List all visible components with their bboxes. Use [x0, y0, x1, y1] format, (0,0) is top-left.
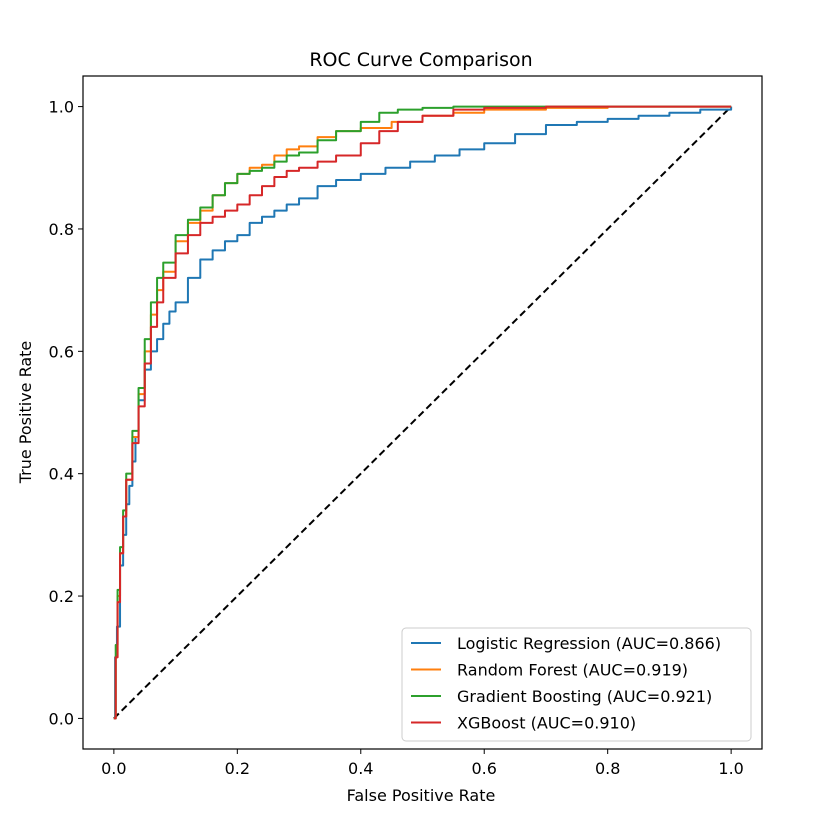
y-tick-label: 0.0 [49, 709, 74, 728]
x-tick-label: 0.0 [101, 759, 126, 778]
y-tick-label: 1.0 [49, 98, 74, 117]
series-layer [113, 105, 733, 720]
series-line-4 [113, 105, 732, 720]
y-axis-label: True Positive Rate [16, 341, 35, 485]
chart-title: ROC Curve Comparison [309, 49, 532, 71]
legend: Logistic Regression (AUC=0.866) Random Fo… [401, 627, 752, 742]
y-tick-label: 0.2 [49, 587, 74, 606]
plot-frame [82, 75, 763, 750]
x-tick-label: 0.6 [472, 759, 497, 778]
legend-box [401, 627, 752, 742]
legend-label-3: Gradient Boosting (AUC=0.921) [457, 687, 712, 706]
y-axis: 0.0 0.2 0.4 0.6 0.8 1.0 [49, 98, 83, 728]
x-tick-label: 0.2 [225, 759, 250, 778]
legend-label-2: Random Forest (AUC=0.919) [457, 661, 688, 680]
series-line-3 [113, 105, 732, 720]
x-tick-label: 1.0 [718, 759, 743, 778]
y-tick-label: 0.8 [49, 220, 74, 239]
x-axis-label: False Positive Rate [347, 786, 496, 805]
x-axis: 0.0 0.2 0.4 0.6 0.8 1.0 [101, 749, 744, 778]
legend-label-4: XGBoost (AUC=0.910) [457, 714, 636, 733]
x-tick-label: 0.4 [348, 759, 373, 778]
y-tick-label: 0.4 [49, 465, 74, 484]
y-tick-label: 0.6 [49, 342, 74, 361]
x-tick-label: 0.8 [595, 759, 620, 778]
legend-label-1: Logistic Regression (AUC=0.866) [457, 634, 721, 653]
reference-diagonal-line [113, 105, 732, 720]
